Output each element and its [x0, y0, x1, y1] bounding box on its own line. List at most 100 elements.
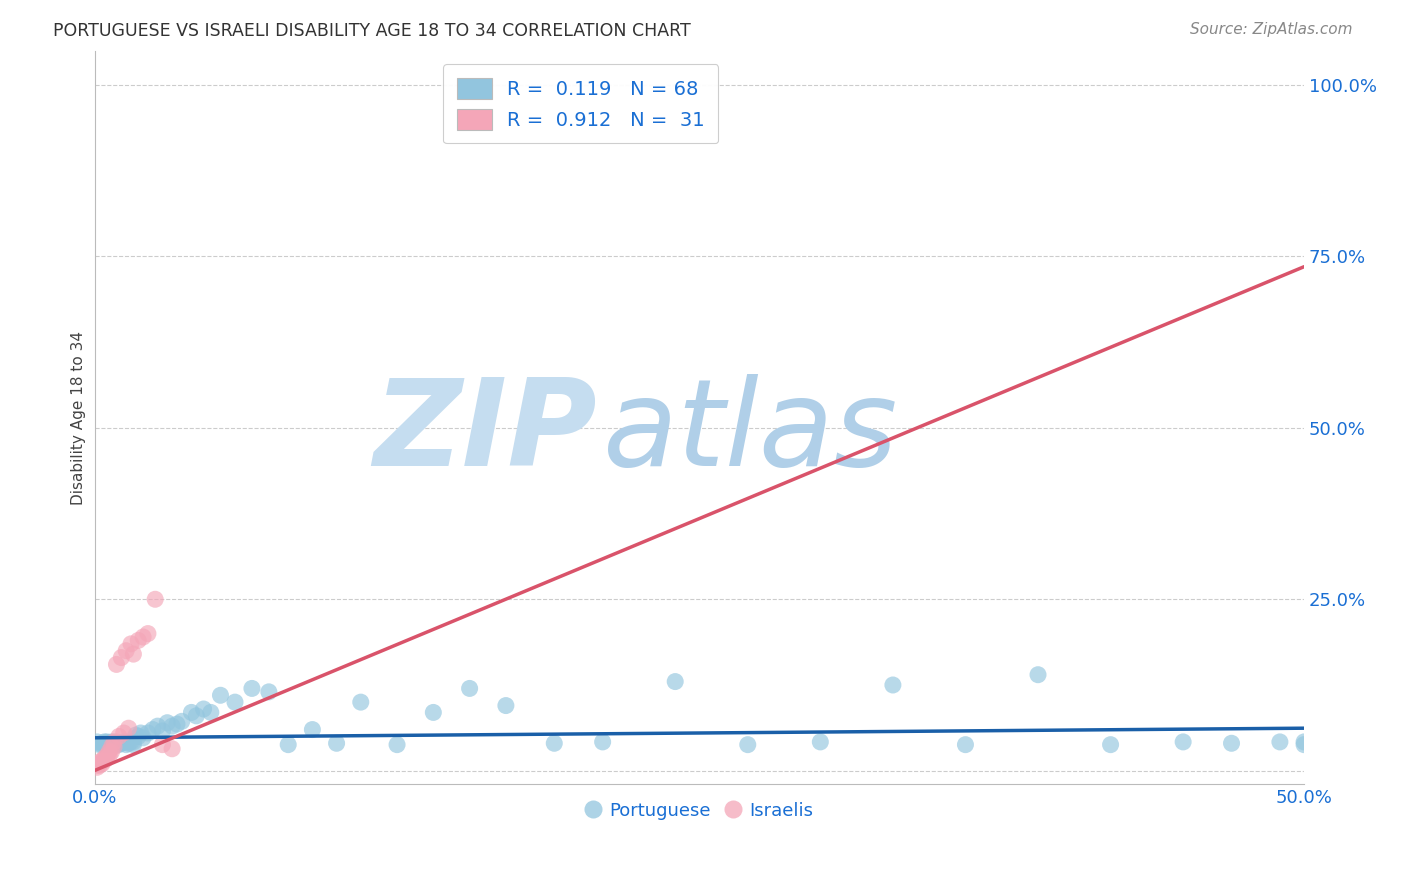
Point [277, 738, 299, 752]
Point [105, 657, 128, 672]
Point [120, 637, 142, 651]
Point [127, 730, 149, 744]
Point [136, 726, 159, 740]
Point [325, 736, 347, 750]
Point [152, 723, 174, 738]
Point [193, 702, 215, 716]
Point [1294, 738, 1316, 752]
Point [200, 706, 222, 720]
Point [115, 735, 138, 749]
Point [458, 681, 481, 696]
Point [86, 758, 108, 772]
Point [93, 736, 115, 750]
Point [129, 726, 152, 740]
Point [100, 745, 122, 759]
Point [1268, 735, 1291, 749]
Point [98, 736, 121, 750]
Point [385, 738, 408, 752]
Point [115, 738, 138, 752]
Point [100, 736, 122, 750]
Point [543, 736, 565, 750]
Point [86, 735, 108, 749]
Point [93, 735, 115, 749]
Point [108, 738, 131, 752]
Point [103, 739, 125, 754]
Point [91, 753, 114, 767]
Point [110, 650, 132, 665]
Point [132, 731, 155, 745]
Point [240, 681, 263, 696]
Point [117, 721, 139, 735]
Point [89, 758, 111, 772]
Point [86, 760, 108, 774]
Text: PORTUGUESE VS ISRAELI DISABILITY AGE 18 TO 34 CORRELATION CHART: PORTUGUESE VS ISRAELI DISABILITY AGE 18 … [53, 22, 692, 40]
Point [882, 678, 904, 692]
Point [156, 715, 179, 730]
Point [142, 723, 165, 737]
Point [105, 736, 128, 750]
Point [132, 630, 155, 644]
Point [224, 695, 246, 709]
Point [125, 728, 148, 742]
Point [98, 748, 121, 763]
Point [108, 730, 131, 744]
Point [180, 706, 202, 720]
Point [146, 719, 169, 733]
Legend: Portuguese, Israelis: Portuguese, Israelis [579, 794, 820, 827]
Point [1099, 738, 1122, 752]
Point [100, 735, 122, 749]
Point [160, 719, 183, 733]
Point [96, 735, 118, 749]
Point [93, 753, 115, 767]
Point [112, 735, 135, 749]
Point [103, 736, 125, 750]
Text: Source: ZipAtlas.com: Source: ZipAtlas.com [1189, 22, 1353, 37]
Point [160, 741, 183, 756]
Y-axis label: Disability Age 18 to 34: Disability Age 18 to 34 [72, 331, 86, 505]
Point [91, 736, 114, 750]
Point [122, 735, 145, 749]
Point [98, 738, 121, 752]
Point [1294, 735, 1316, 749]
Point [112, 726, 135, 740]
Point [166, 717, 188, 731]
Point [105, 735, 128, 749]
Point [96, 738, 118, 752]
Point [301, 723, 323, 737]
Point [122, 647, 145, 661]
Point [737, 738, 759, 752]
Point [186, 709, 208, 723]
Point [96, 748, 118, 763]
Point [100, 739, 122, 754]
Point [136, 626, 159, 640]
Point [93, 751, 115, 765]
Point [664, 674, 686, 689]
Point [115, 643, 138, 657]
Point [955, 738, 977, 752]
Point [108, 736, 131, 750]
Point [96, 751, 118, 765]
Point [98, 745, 121, 759]
Point [120, 735, 142, 749]
Point [122, 738, 145, 752]
Point [89, 756, 111, 770]
Point [110, 736, 132, 750]
Point [592, 735, 614, 749]
Point [89, 738, 111, 752]
Point [209, 688, 232, 702]
Point [257, 685, 280, 699]
Text: atlas: atlas [603, 374, 898, 491]
Point [103, 738, 125, 752]
Point [103, 735, 125, 749]
Point [495, 698, 517, 713]
Point [117, 736, 139, 750]
Point [350, 695, 373, 709]
Point [91, 756, 114, 771]
Point [1171, 735, 1194, 749]
Point [127, 633, 149, 648]
Point [1026, 667, 1049, 681]
Point [91, 738, 114, 752]
Point [170, 714, 193, 729]
Point [1220, 736, 1243, 750]
Text: ZIP: ZIP [373, 374, 596, 491]
